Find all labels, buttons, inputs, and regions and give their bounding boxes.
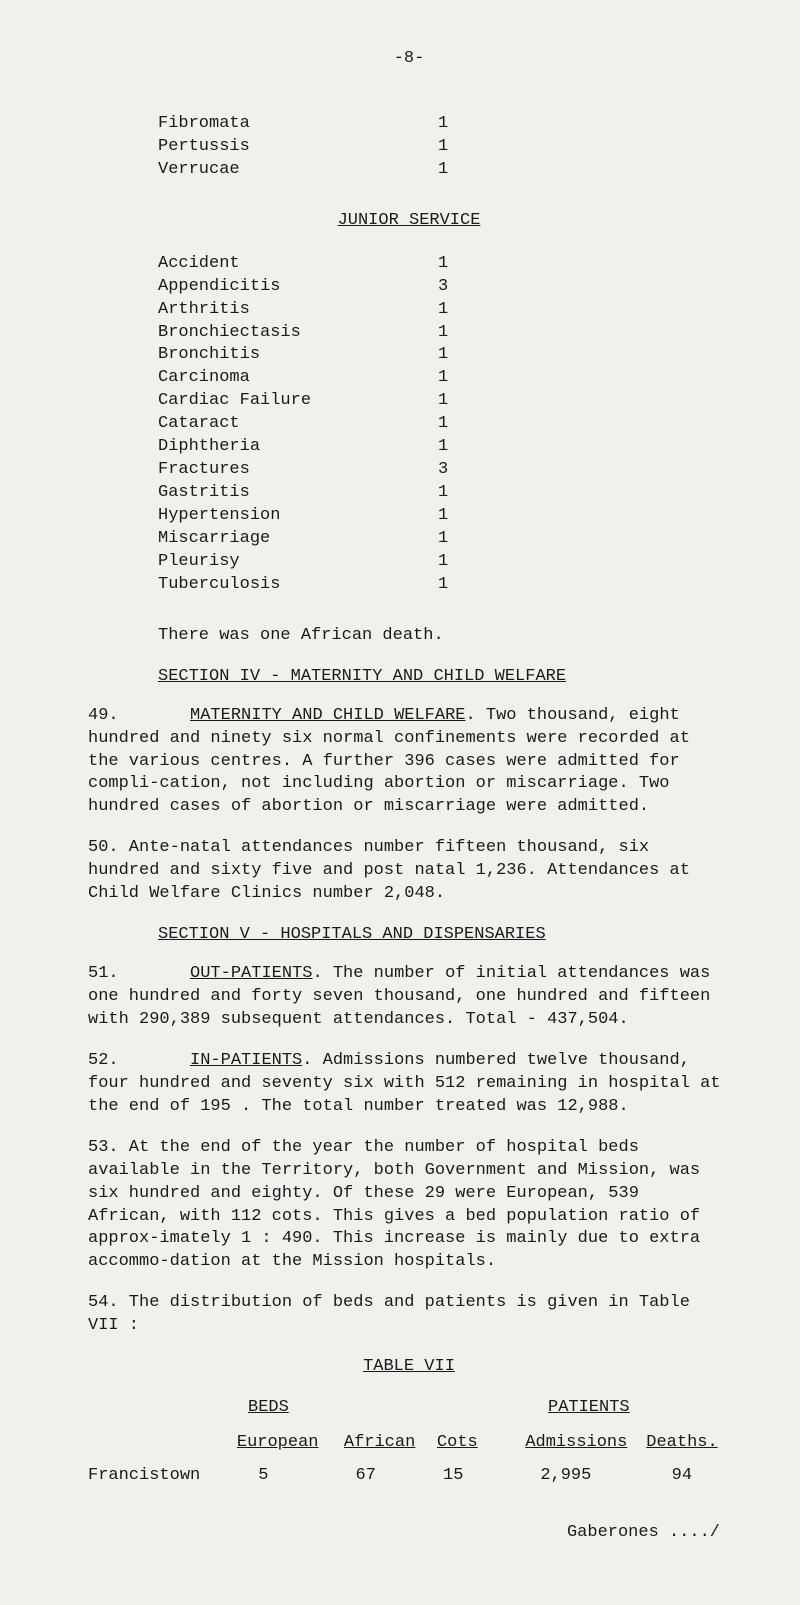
para-52-lead: IN-PATIENTS xyxy=(190,1051,302,1070)
condition-row: Bronchiectasis1 xyxy=(158,322,730,345)
condition-value: 1 xyxy=(438,367,478,390)
para-52-body: . Admissions numbered twelve thousand, f… xyxy=(88,1051,721,1116)
condition-value: 1 xyxy=(438,505,478,528)
condition-value: 3 xyxy=(438,459,478,482)
table-title: TABLE VII xyxy=(88,1356,730,1379)
condition-label: Gastritis xyxy=(158,482,438,505)
condition-label: Cardiac Failure xyxy=(158,390,438,413)
spacer xyxy=(88,1397,248,1420)
junior-condition-list: Accident1Appendicitis3Arthritis1Bronchie… xyxy=(158,253,730,597)
condition-row: Carcinoma1 xyxy=(158,367,730,390)
condition-value: 1 xyxy=(438,159,478,182)
paragraph-49: 49. MATERNITY AND CHILD WELFARE. Two tho… xyxy=(88,705,730,820)
cell-european: 5 xyxy=(258,1465,355,1488)
condition-label: Pertussis xyxy=(158,136,438,159)
para-51-lead: OUT-PATIENTS xyxy=(190,964,312,983)
condition-label: Accident xyxy=(158,253,438,276)
condition-value: 1 xyxy=(438,482,478,505)
condition-value: 1 xyxy=(438,299,478,322)
condition-row: Hypertension1 xyxy=(158,505,730,528)
condition-label: Tuberculosis xyxy=(158,574,438,597)
col-admissions: Admissions xyxy=(525,1432,646,1455)
condition-label: Appendicitis xyxy=(158,276,438,299)
cell-admissions: 2,995 xyxy=(540,1465,671,1488)
condition-row: Bronchitis1 xyxy=(158,344,730,367)
condition-row: Appendicitis3 xyxy=(158,276,730,299)
condition-label: Hypertension xyxy=(158,505,438,528)
cell-cots: 15 xyxy=(443,1465,540,1488)
cell-african: 67 xyxy=(356,1465,444,1488)
condition-row: Fibromata1 xyxy=(158,113,730,136)
condition-label: Miscarriage xyxy=(158,528,438,551)
col-deaths: Deaths. xyxy=(646,1432,730,1455)
spacer xyxy=(458,1397,548,1420)
junior-note: There was one African death. xyxy=(158,625,730,648)
condition-row: Pertussis1 xyxy=(158,136,730,159)
condition-row: Gastritis1 xyxy=(158,482,730,505)
condition-value: 1 xyxy=(438,136,478,159)
condition-label: Fractures xyxy=(158,459,438,482)
paragraph-54: 54. The distribution of beds and patient… xyxy=(88,1292,730,1338)
condition-value: 1 xyxy=(438,113,478,136)
condition-label: Diphtheria xyxy=(158,436,438,459)
paragraph-50: 50. Ante-natal attendances number fiftee… xyxy=(88,837,730,906)
condition-row: Verrucae1 xyxy=(158,159,730,182)
cell-deaths: 94 xyxy=(672,1465,730,1488)
para-51-number: 51. xyxy=(88,964,119,983)
condition-value: 1 xyxy=(438,574,478,597)
condition-row: Cardiac Failure1 xyxy=(158,390,730,413)
paragraph-52: 52. IN-PATIENTS. Admissions numbered twe… xyxy=(88,1050,730,1119)
condition-value: 1 xyxy=(438,322,478,345)
condition-row: Miscarriage1 xyxy=(158,528,730,551)
condition-row: Tuberculosis1 xyxy=(158,574,730,597)
para-52-number: 52. xyxy=(88,1051,119,1070)
condition-value: 1 xyxy=(438,436,478,459)
group-patients: PATIENTS xyxy=(548,1397,630,1420)
page-number: -8- xyxy=(88,48,730,71)
footer-continuation: Gaberones ..../ xyxy=(88,1522,730,1545)
condition-label: Bronchiectasis xyxy=(158,322,438,345)
condition-label: Cataract xyxy=(158,413,438,436)
spacer xyxy=(88,1432,237,1455)
col-african: African xyxy=(344,1432,437,1455)
paragraph-53: 53. At the end of the year the number of… xyxy=(88,1137,730,1275)
condition-value: 1 xyxy=(438,413,478,436)
table-row: Francistown 5 67 15 2,995 94 xyxy=(88,1465,730,1488)
condition-label: Fibromata xyxy=(158,113,438,136)
table-col-header: European African Cots Admissions Deaths. xyxy=(88,1432,730,1455)
top-condition-list: Fibromata1Pertussis1Verrucae1 xyxy=(158,113,730,182)
condition-value: 1 xyxy=(438,344,478,367)
para-49-lead: MATERNITY AND CHILD WELFARE xyxy=(190,706,465,725)
condition-value: 1 xyxy=(438,253,478,276)
condition-row: Cataract1 xyxy=(158,413,730,436)
condition-value: 1 xyxy=(438,390,478,413)
paragraph-51: 51. OUT-PATIENTS. The number of initial … xyxy=(88,963,730,1032)
table-7: TABLE VII BEDS PATIENTS European African… xyxy=(88,1356,730,1488)
section-4-heading: SECTION IV - MATERNITY AND CHILD WELFARE xyxy=(158,666,730,689)
condition-label: Pleurisy xyxy=(158,551,438,574)
condition-value: 3 xyxy=(438,276,478,299)
col-european: European xyxy=(237,1432,344,1455)
condition-row: Accident1 xyxy=(158,253,730,276)
condition-label: Carcinoma xyxy=(158,367,438,390)
junior-service-heading: JUNIOR SERVICE xyxy=(88,210,730,233)
row-label: Francistown xyxy=(88,1465,258,1488)
condition-row: Arthritis1 xyxy=(158,299,730,322)
condition-value: 1 xyxy=(438,528,478,551)
para-49-number: 49. xyxy=(88,706,119,725)
condition-row: Pleurisy1 xyxy=(158,551,730,574)
section-5-heading: SECTION V - HOSPITALS AND DISPENSARIES xyxy=(158,924,730,947)
condition-value: 1 xyxy=(438,551,478,574)
condition-label: Bronchitis xyxy=(158,344,438,367)
para-51-body: . The number of initial attendances was … xyxy=(88,964,710,1029)
condition-row: Diphtheria1 xyxy=(158,436,730,459)
group-beds: BEDS xyxy=(248,1397,458,1420)
condition-row: Fractures3 xyxy=(158,459,730,482)
condition-label: Arthritis xyxy=(158,299,438,322)
condition-label: Verrucae xyxy=(158,159,438,182)
col-cots: Cots xyxy=(437,1432,525,1455)
table-group-header: BEDS PATIENTS xyxy=(88,1397,730,1420)
